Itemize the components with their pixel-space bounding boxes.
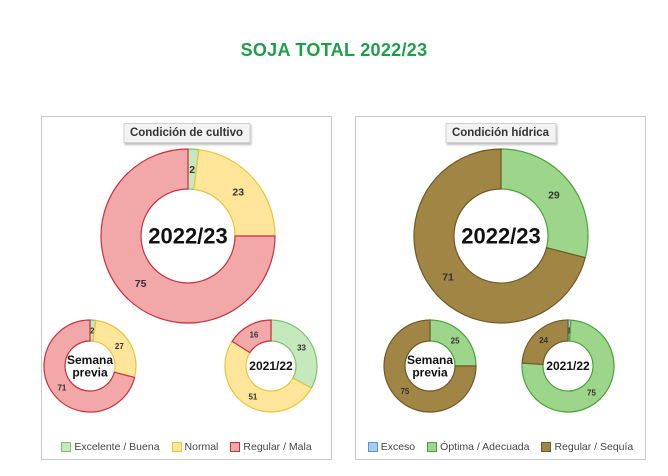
chart-title: Condición hídrica [444, 123, 557, 143]
donut-2022-23: 29 71 2022/23 [413, 148, 589, 324]
data-label: 25 [451, 337, 460, 346]
slice-regular-sequia [413, 148, 586, 324]
legend-label: Óptima / Adecuada [440, 441, 530, 453]
data-label: 33 [297, 344, 306, 353]
swatch-normal [171, 442, 182, 452]
donut-center-label: Semana [67, 353, 113, 367]
slice-normal [224, 340, 313, 413]
donut-center-label: 2021/22 [546, 359, 590, 373]
legend-item-regular-mala: Regular / Mala [230, 441, 312, 453]
slice-regular-mala [100, 148, 276, 324]
swatch-excelente-buena [61, 442, 72, 452]
legend-item-excelente-buena: Excelente / Buena [61, 441, 160, 453]
data-label: 24 [539, 336, 548, 345]
legend: Excelente / Buena Normal Regular / Mala [42, 441, 331, 453]
slice-regular-sequia [383, 319, 477, 413]
donut-center-label: Semana [407, 353, 453, 367]
data-label: 71 [57, 384, 66, 393]
panel-condicion-hidrica: 29 71 2022/23 25 75 Semana previa 1 75 24 2021/22 … [355, 116, 646, 460]
swatch-exceso [367, 442, 378, 452]
slice-optima-adecuada [521, 319, 615, 413]
chart-title: Condición de cultivo [122, 123, 251, 143]
slice-regular-mala [231, 319, 272, 354]
swatch-optima-adecuada [427, 442, 438, 452]
data-label: 23 [232, 186, 244, 198]
page-title: SOJA TOTAL 2022/23 [240, 40, 428, 60]
data-label: 71 [442, 272, 454, 284]
swatch-regular-mala [230, 442, 241, 452]
legend-item-optima-adecuada: Óptima / Adecuada [427, 441, 529, 453]
slice-optima-adecuada [500, 148, 589, 259]
data-label: 2 [90, 326, 95, 335]
slice-normal [193, 149, 276, 237]
donut-2021-22: 1 75 24 2021/22 [521, 319, 615, 413]
legend: Exceso Óptima / Adecuada Regular / Sequí… [356, 441, 645, 453]
legend-label: Exceso [380, 441, 416, 453]
legend-item-exceso: Exceso [367, 441, 416, 453]
donut-center-label: 2022/23 [148, 224, 228, 249]
donut-center-label: previa [412, 366, 448, 380]
donut-center-label: previa [72, 366, 108, 380]
data-label: 75 [400, 387, 409, 396]
donut-2021-22: 33 51 16 2021/22 [224, 319, 318, 413]
data-label: 2 [189, 164, 195, 176]
swatch-regular-sequia [541, 442, 552, 452]
data-label: 75 [587, 388, 596, 397]
data-label: 75 [135, 278, 147, 290]
donut-center-label: 2022/23 [461, 224, 541, 249]
data-label: 51 [248, 392, 257, 401]
legend-label: Regular / Sequía [554, 441, 634, 453]
data-label: 1 [567, 326, 572, 335]
legend-item-normal: Normal [171, 441, 219, 453]
legend-item-regular-sequia: Regular / Sequía [541, 441, 633, 453]
panel-condicion-cultivo: 2 23 75 2022/23 2 27 71 Semana previa 33 51 16 2021/… [41, 116, 332, 460]
slice-excelente-buena [270, 319, 318, 389]
donut-center-label: 2021/22 [249, 359, 293, 373]
data-label: 27 [115, 342, 124, 351]
legend-label: Regular / Mala [243, 441, 312, 453]
legend-label: Normal [184, 441, 219, 453]
data-label: 29 [548, 190, 560, 202]
slice-regular-sequia [521, 319, 569, 366]
donut-2022-23: 2 23 75 2022/23 [100, 148, 276, 324]
data-label: 16 [249, 331, 258, 340]
slice-regular-mala [43, 319, 136, 413]
legend-label: Excelente / Buena [74, 441, 160, 453]
